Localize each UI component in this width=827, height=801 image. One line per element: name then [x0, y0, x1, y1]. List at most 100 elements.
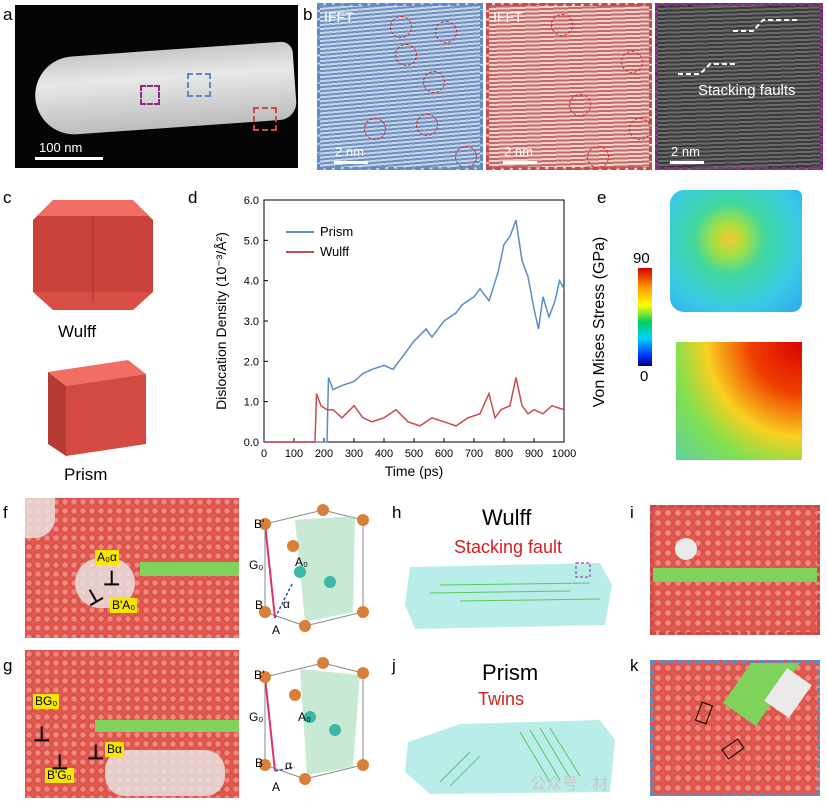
lattice-label: G₀ — [249, 558, 264, 572]
panel-label-e: e — [597, 188, 607, 207]
panel-b-hrtem: Stacking faults 2 nm — [655, 3, 823, 170]
scale-bar — [670, 161, 704, 164]
scale-bar — [35, 157, 103, 160]
lattice-label: A₀ — [295, 555, 308, 569]
x-tick-label: 700 — [465, 448, 483, 460]
colorbar-max: 90 — [633, 250, 650, 267]
dislocation-circle — [551, 14, 573, 36]
colorbar-title-wrap: Von Mises Stress (GPa) — [585, 205, 615, 445]
colorbar-title: Von Mises Stress (GPa) — [591, 236, 608, 408]
stacking-fault-lines — [678, 19, 798, 75]
dislocation-density-chart: 0 100 200 300 400 500 600 700 800 900 1000 0.0 1.0 2.… — [213, 195, 576, 479]
scale-bar-text: 2 nm — [504, 144, 533, 159]
panel-label-k: k — [630, 656, 639, 675]
sf-green-band — [95, 720, 239, 732]
prism-caption: Prism — [64, 465, 108, 484]
scale-bar — [503, 161, 537, 164]
dislocation-circle — [587, 146, 609, 167]
dislocation-circle — [629, 118, 649, 140]
wulff-model — [33, 200, 153, 310]
series-line-wulff — [264, 377, 565, 443]
j-title: Prism — [482, 660, 539, 685]
dislocation-circle — [621, 51, 643, 73]
panel-label-a: a — [3, 5, 13, 24]
lattice-label: A₀ — [298, 710, 311, 724]
zoom-view-k — [650, 660, 820, 796]
legend-label-wulff: Wulff — [320, 244, 350, 259]
panel-label-c: c — [3, 188, 12, 207]
zoom-view-i — [650, 505, 820, 635]
prism-defect-render — [405, 720, 615, 794]
y-tick-label: 6.0 — [244, 195, 259, 207]
wulff-caption: Wulff — [58, 322, 97, 341]
burgers-tag: Bα — [105, 742, 124, 757]
thompson-lattice-g — [259, 657, 369, 785]
x-axis-label: Time (ps) — [385, 463, 444, 479]
panel-label-b: b — [303, 5, 313, 24]
y-tick-label: 5.0 — [244, 235, 259, 247]
stress-map-wulff — [670, 190, 802, 312]
x-tick-label: 600 — [435, 448, 453, 460]
h-title: Wulff — [482, 505, 532, 530]
y-axis-label: Dislocation Density (10⁻³/Å²) — [213, 232, 229, 410]
burgers-tag: B'G₀ — [45, 768, 74, 783]
dislocation-circle — [435, 21, 457, 43]
ifft-title-1: IFFT — [324, 9, 354, 25]
lattice-label: G₀ — [249, 710, 264, 724]
j-subtitle: Twins — [478, 689, 525, 709]
panel-label-h: h — [392, 503, 402, 522]
x-tick-label: 0 — [261, 448, 267, 460]
lattice-label: B' — [254, 668, 265, 682]
dislocation-circle — [455, 146, 477, 167]
lattice-label: A — [272, 780, 281, 794]
panel-a-tem-image: 100 nm — [15, 5, 298, 168]
sf-green-band — [140, 562, 239, 576]
burgers-tag: B'A₀ — [110, 598, 138, 613]
disorder-region — [675, 538, 697, 560]
unit-cell-marker — [721, 738, 745, 760]
lattice-label: α — [285, 758, 292, 772]
x-tick-label: 800 — [495, 448, 513, 460]
burgers-tag: BG₀ — [33, 694, 60, 709]
x-tick-label: 500 — [405, 448, 423, 460]
wulff-defect-render — [405, 562, 612, 629]
panel-b-ifft-red: IFFT 2 nm — [486, 3, 652, 170]
colorbar-min: 0 — [640, 368, 649, 385]
disorder-region — [105, 750, 225, 796]
scale-bar-text: 2 nm — [335, 144, 364, 159]
dislocation-circle — [395, 44, 417, 66]
dislocation-circle — [423, 71, 445, 93]
lattice-label: B — [255, 756, 264, 770]
y-tick-label: 2.0 — [244, 356, 259, 368]
y-tick-label: 0.0 — [244, 437, 259, 449]
x-tick-label: 1000 — [552, 448, 576, 460]
lattice-label: α — [283, 597, 290, 611]
dislocation-circle — [569, 94, 591, 116]
panel-b-ifft-blue: IFFT 2 nm — [317, 3, 483, 170]
prism-model — [48, 360, 146, 456]
stress-map-prism — [676, 342, 802, 460]
x-tick-label: 200 — [315, 448, 333, 460]
burgers-tag: A₀α — [95, 550, 119, 565]
stacking-faults-label: Stacking faults — [698, 82, 796, 99]
dislocation-symbol: ⊥ — [103, 568, 121, 590]
roi-red — [253, 107, 277, 131]
lattice-label: A — [272, 623, 281, 637]
atomistic-view-g: BG₀ Bα B'G₀ ⊥ ⊥ ⊥ — [25, 650, 239, 798]
dislocation-circle — [390, 16, 412, 38]
scale-bar-text: 100 nm — [39, 140, 83, 155]
disorder-region — [25, 498, 55, 538]
dislocation-symbol: ⊥ — [33, 724, 51, 746]
panel-label-d: d — [188, 188, 198, 207]
lattice-label: B' — [254, 517, 265, 531]
unit-cell-marker — [694, 701, 714, 725]
x-tick-label: 100 — [285, 448, 303, 460]
h-subtitle: Stacking fault — [454, 537, 563, 557]
lattice-label: B — [255, 598, 264, 612]
roi-purple — [140, 85, 160, 105]
legend-label-prism: Prism — [320, 224, 353, 239]
x-tick-label: 300 — [345, 448, 363, 460]
watermark: 公众号 · 材 — [530, 776, 609, 793]
dislocation-symbol: ⊥ — [87, 742, 105, 764]
y-tick-label: 4.0 — [244, 276, 259, 288]
